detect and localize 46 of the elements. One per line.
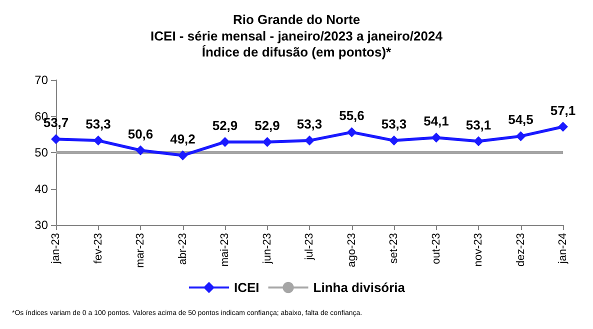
point [474, 136, 484, 146]
x-tick-label: dez-23 [514, 233, 527, 267]
point [262, 136, 272, 147]
legend-label: ICEI [234, 280, 260, 295]
data-label: 53,1 [466, 117, 492, 132]
point [220, 136, 230, 147]
point [389, 136, 399, 146]
data-label: 54,5 [508, 112, 534, 128]
data-label: 53,3 [86, 116, 111, 132]
chart-subtitle: ICEI - série mensal - janeiro/2023 a janeiro/2024 Índice de difusão (em pontos)* [150, 28, 444, 60]
legend-label: Linha divisória [313, 280, 406, 295]
data-label: 57,1 [550, 102, 576, 118]
x-tick-label: ago-23 [346, 233, 358, 268]
y-tick-label: 70 [34, 73, 48, 87]
data-label: 49,2 [170, 131, 196, 146]
y-tick-label: 30 [34, 218, 48, 232]
point [93, 136, 104, 146]
data-label: 52,9 [212, 118, 238, 133]
point [51, 134, 61, 144]
point [304, 136, 314, 146]
chart-title: Rio Grande do Norte [232, 12, 360, 27]
data-label: 55,6 [339, 108, 364, 124]
x-tick-label: mar-23 [134, 233, 146, 268]
data-label: 53,3 [381, 116, 407, 132]
x-tick-label: mai-23 [219, 233, 231, 267]
point [558, 122, 568, 132]
point [136, 145, 146, 156]
x-tick-label: fev-23 [92, 233, 104, 264]
x-tick-label: jul-23 [304, 233, 316, 261]
x-tick-label: set-23 [388, 233, 400, 264]
data-label: 52,9 [254, 118, 280, 133]
point [431, 132, 442, 143]
y-tick-label: 40 [34, 182, 48, 196]
point [346, 127, 357, 138]
x-tick-label: abr-23 [176, 233, 189, 265]
point [178, 150, 188, 160]
y-tick-label: 50 [34, 146, 48, 160]
x-tick-label: jan-23 [50, 233, 62, 265]
data-label: 50,6 [128, 126, 154, 142]
data-label: 53,3 [296, 116, 322, 132]
data-label: 54,1 [424, 114, 449, 129]
x-tick-label: jan-24 [557, 233, 569, 265]
x-tick-label: nov-23 [472, 233, 484, 267]
x-tick-label: jun-23 [261, 233, 274, 265]
x-tick-label: out-23 [430, 233, 442, 264]
point [516, 131, 526, 142]
